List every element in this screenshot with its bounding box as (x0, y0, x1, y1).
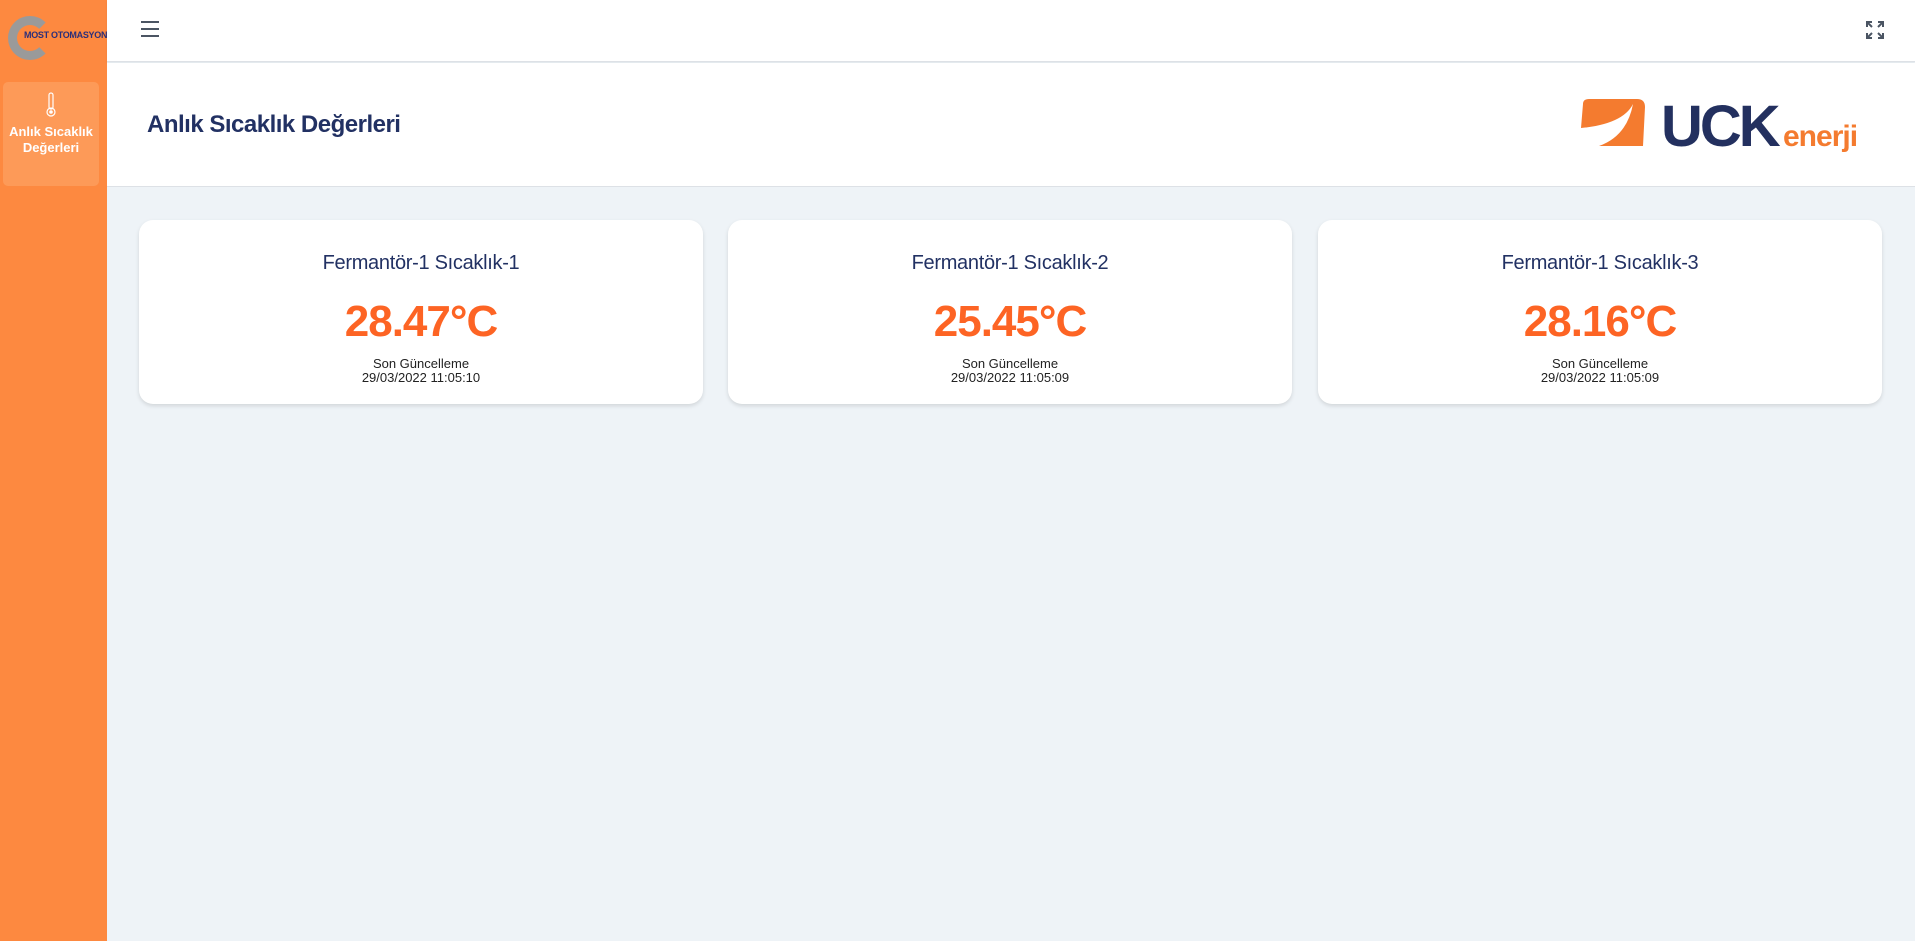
card-title: Fermantör-1 Sıcaklık-3 (1501, 252, 1699, 274)
most-otomasyon-logo[interactable]: MOST OTOMASYON (6, 14, 107, 62)
temperature-card: Fermantör-1 Sıcaklık-1 28.47°C Son Günce… (139, 220, 703, 404)
last-update-time: 29/03/2022 11:05:09 (1540, 370, 1660, 385)
logo-text: MOST OTOMASYON (24, 30, 108, 40)
temperature-value: 28.47°C (344, 297, 498, 346)
temperature-card: Fermantör-1 Sıcaklık-3 28.16°C Son Günce… (1318, 220, 1882, 404)
gear-logo-icon (8, 16, 52, 60)
temperature-card: Fermantör-1 Sıcaklık-2 25.45°C Son Günce… (728, 220, 1292, 404)
last-update-label: Son Güncelleme (1551, 356, 1649, 371)
page-title: Anlık Sıcaklık Değerleri (147, 111, 401, 138)
uck-enerji-logo: UCK enerji (1581, 96, 1858, 156)
sidebar: MOST OTOMASYON Anlık Sıcaklık Değerleri (0, 0, 107, 941)
last-update-time: 29/03/2022 11:05:09 (950, 370, 1070, 385)
card-title: Fermantör-1 Sıcaklık-1 (322, 252, 520, 274)
brand-main: UCK (1661, 96, 1781, 156)
sidebar-item-anlik-sicaklik[interactable]: Anlık Sıcaklık Değerleri (3, 82, 99, 186)
fullscreen-icon[interactable] (1865, 20, 1885, 40)
last-update-time: 29/03/2022 11:05:10 (361, 370, 481, 385)
hamburger-icon[interactable] (141, 21, 159, 37)
last-update-label: Son Güncelleme (372, 356, 470, 371)
page-header: Anlık Sıcaklık Değerleri UCK enerji (107, 63, 1915, 187)
card-title: Fermantör-1 Sıcaklık-2 (911, 252, 1109, 274)
last-update-label: Son Güncelleme (961, 356, 1059, 371)
sidebar-item-label: Anlık Sıcaklık Değerleri (9, 124, 93, 155)
temperature-value: 28.16°C (1523, 297, 1677, 346)
temperature-value: 25.45°C (933, 297, 1087, 346)
thermometer-icon (46, 92, 56, 117)
top-bar (107, 0, 1915, 62)
brand-sub: enerji (1783, 120, 1857, 153)
